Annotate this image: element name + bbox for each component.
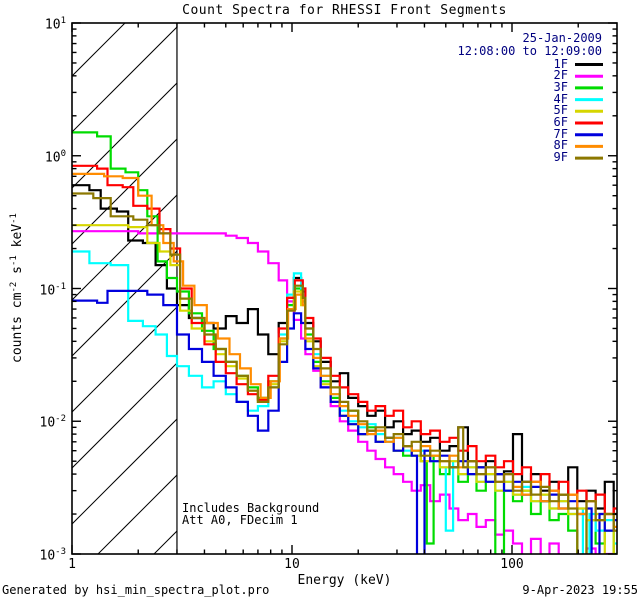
annotation-includes-background: Includes Background <box>182 501 320 515</box>
y-unit-sup: -1 <box>8 213 19 224</box>
y-tick-label-10e-1: 10-1 <box>39 281 67 298</box>
legend-label-6F: 6F <box>553 115 568 129</box>
y-unit-sup: -2 <box>8 281 19 293</box>
series-line-9F <box>72 192 617 554</box>
legend-label-3F: 3F <box>553 79 568 94</box>
plot-title: Count Spectra for RHESSI Front Segments <box>182 3 507 18</box>
legend-label-9F: 9F <box>553 150 568 165</box>
x-axis-label: Energy (keV) <box>297 573 392 588</box>
series-line-3F <box>72 131 617 554</box>
series-line-7F <box>72 289 617 554</box>
y-tick-label-10e-3: 10-3 <box>39 547 67 564</box>
annotation-attenuator-state: Att A0, FDecim 1 <box>182 513 298 527</box>
y-tick-label-10e1: 101 <box>44 16 66 33</box>
footer-generator-text: Generated by hsi_min_spectra_plot.pro <box>2 583 270 597</box>
y-tick-label-10e-2: 10-2 <box>39 414 67 431</box>
series-line-1F <box>72 184 617 516</box>
series-line-2F <box>72 230 615 554</box>
legend-label-2F: 2F <box>553 68 568 83</box>
legend-label-1F: 1F <box>553 56 568 71</box>
footer-timestamp: 9-Apr-2023 19:55 <box>522 583 638 597</box>
x-tick-label-1: 1 <box>68 557 76 572</box>
series-line-8F <box>72 172 617 528</box>
y-unit-text: keV <box>10 223 26 256</box>
legend-time-range: 12:08:00 to 12:09:00 <box>457 44 603 58</box>
y-tick-label-10e0: 100 <box>44 148 66 166</box>
x-tick-label-10: 10 <box>284 557 300 572</box>
x-tick-label-100: 100 <box>500 557 524 572</box>
legend-label-5F: 5F <box>553 103 568 118</box>
series-line-5F <box>72 224 617 554</box>
axis-ticks <box>71 22 617 555</box>
legend-label-7F: 7F <box>553 126 568 141</box>
legend-date: 25-Jan-2009 <box>522 31 602 45</box>
y-unit-sup: -1 <box>8 255 19 267</box>
legend-label-4F: 4F <box>553 91 568 106</box>
spectra-lines <box>72 131 617 554</box>
y-unit-text: counts cm <box>10 292 26 363</box>
legend-label-8F: 8F <box>553 138 568 153</box>
series-line-4F <box>72 250 617 554</box>
